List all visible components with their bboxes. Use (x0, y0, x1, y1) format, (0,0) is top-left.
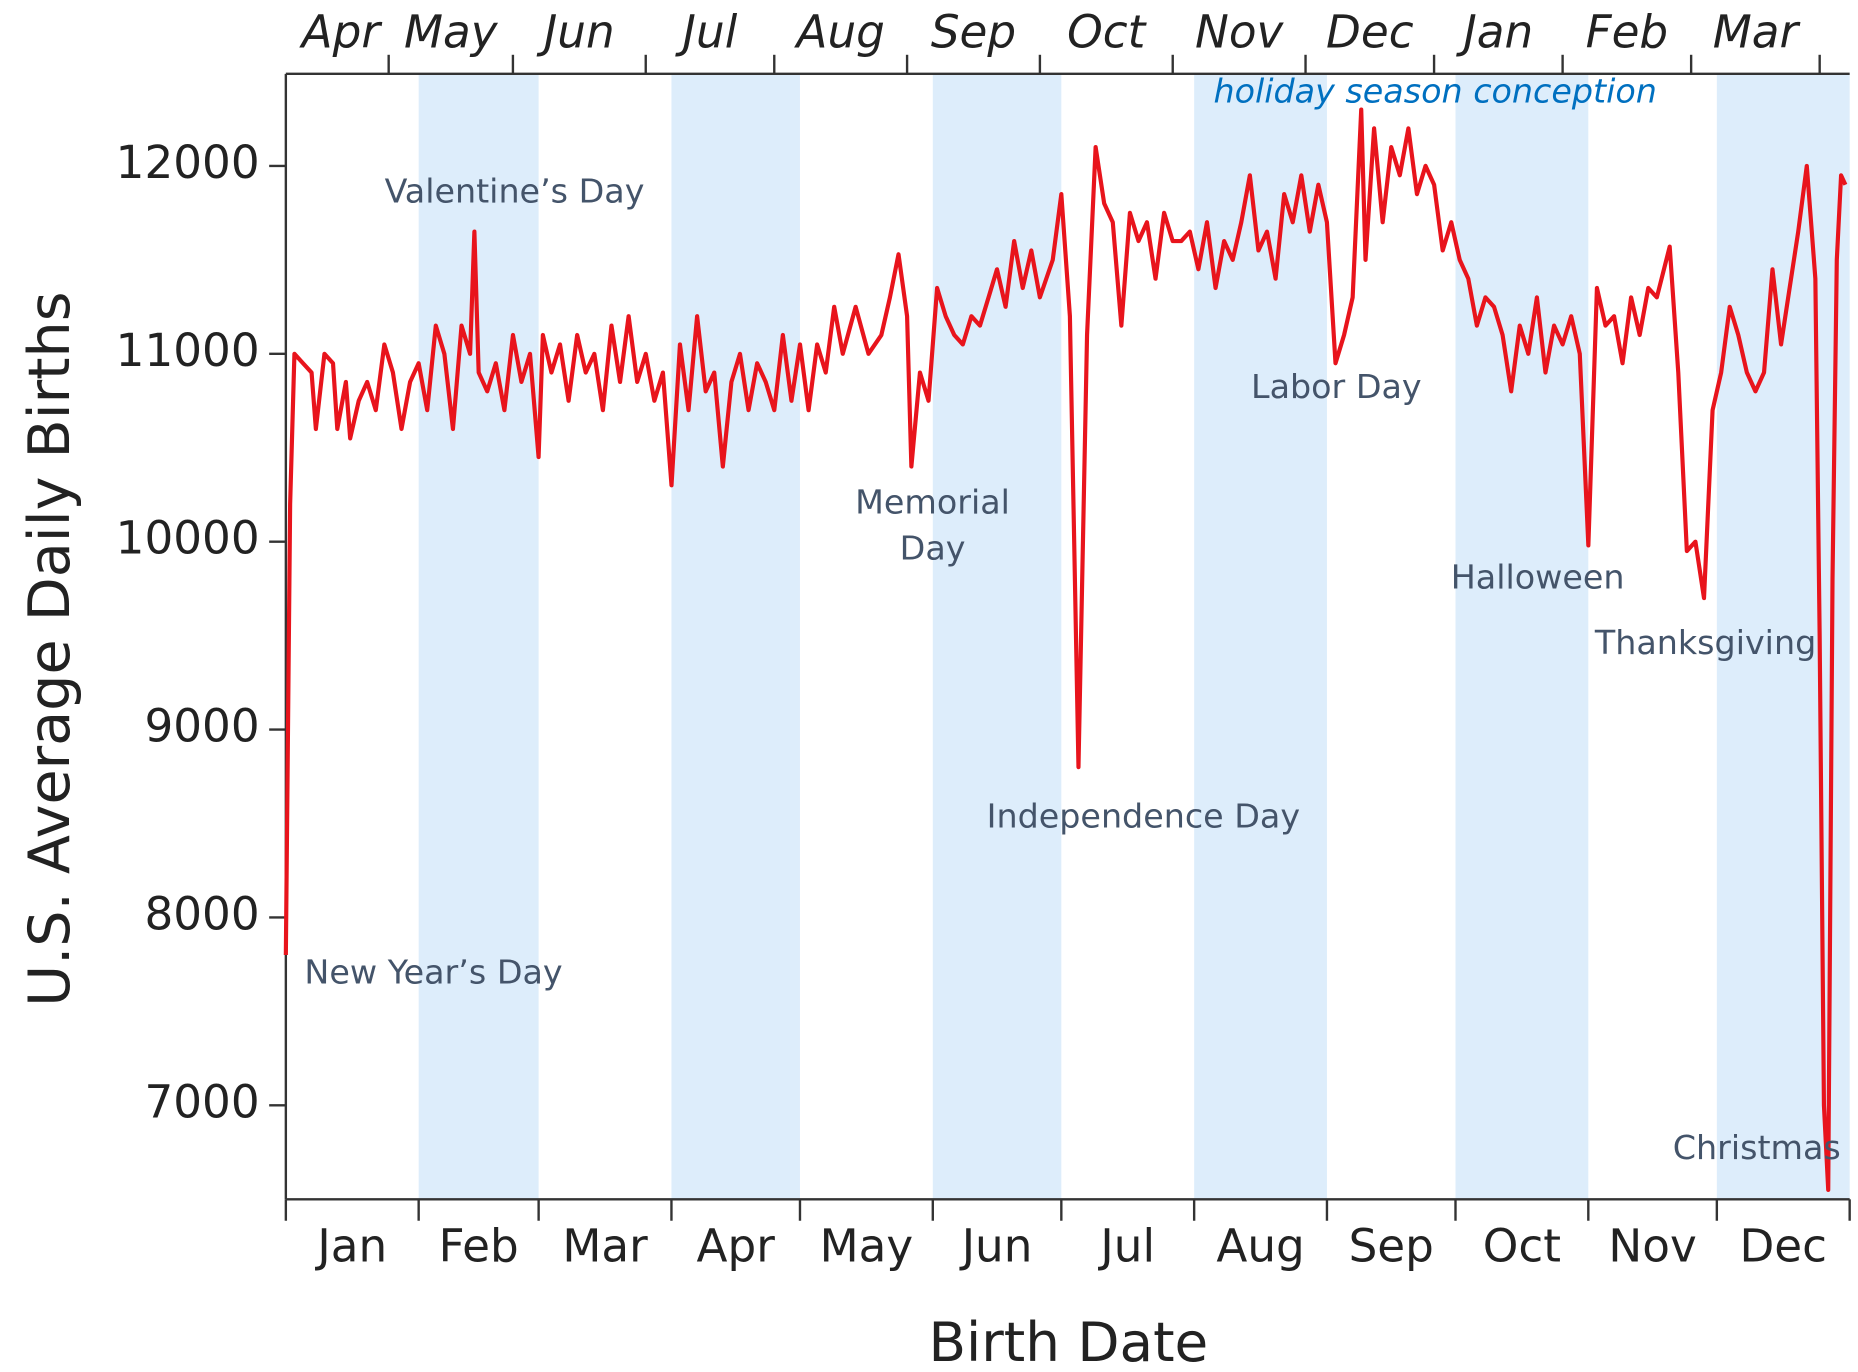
month-band (932, 73, 1062, 1200)
x-tick-label: Dec (1739, 1219, 1827, 1272)
x2-tick-label: Nov (1195, 6, 1285, 59)
x-tick-label: Jun (959, 1219, 1033, 1272)
x2-tick-label: Apr (299, 6, 383, 59)
y-tick-label: 12000 (116, 136, 260, 189)
data-line (283, 107, 1848, 1192)
x-tick-label: Nov (1608, 1219, 1696, 1272)
y-tick-label: 10000 (116, 512, 260, 565)
y-tick-label: 7000 (144, 1075, 259, 1128)
x2-tick-label: May (404, 6, 499, 59)
x-tick-label: Oct (1483, 1219, 1561, 1272)
x-tick-label: May (820, 1219, 914, 1272)
annotation: holiday season conception (1214, 71, 1657, 110)
x-tick-label: Jul (1097, 1219, 1155, 1272)
month-band (418, 73, 539, 1200)
month-band (1194, 73, 1327, 1200)
annotation: New Year’s Day (304, 953, 562, 992)
x2-tick-label: Jun (536, 6, 615, 59)
x-tick-label: Apr (697, 1219, 776, 1272)
x-tick-label: Aug (1216, 1219, 1304, 1272)
x2-tick-label: Jul (675, 6, 738, 59)
y-tick-label: 8000 (144, 887, 259, 940)
x2-tick-label: Feb (1586, 6, 1669, 59)
x2-tick-label: Mar (1713, 6, 1801, 59)
annotation: Day (900, 529, 966, 568)
annotation: Labor Day (1251, 367, 1422, 406)
annotation: Thanksgiving (1594, 623, 1816, 662)
y-tick-label: 11000 (116, 324, 260, 377)
annotation: Memorial (855, 482, 1010, 521)
y-tick-label: 9000 (144, 700, 259, 753)
month-band (671, 73, 800, 1200)
x2-tick-label: Dec (1326, 6, 1414, 59)
x-tick-label: Jan (314, 1219, 387, 1272)
x-axis-label: Birth Date (928, 1310, 1208, 1372)
x-tick-label: Sep (1349, 1219, 1434, 1272)
annotation: Valentine’s Day (385, 171, 645, 210)
y-axis-label: U.S. Average Daily Births (17, 291, 83, 1006)
x2-tick-label: Aug (793, 6, 884, 59)
annotation: Independence Day (987, 797, 1300, 836)
x2-tick-label: Jan (1455, 6, 1533, 59)
annotation: Halloween (1451, 557, 1625, 596)
x-tick-label: Mar (562, 1219, 648, 1272)
x2-tick-label: Sep (931, 6, 1016, 59)
annotation: Christmas (1673, 1128, 1841, 1167)
x2-tick-label: Oct (1067, 6, 1147, 59)
month-band (1455, 73, 1589, 1200)
x-tick-label: Feb (439, 1219, 519, 1272)
